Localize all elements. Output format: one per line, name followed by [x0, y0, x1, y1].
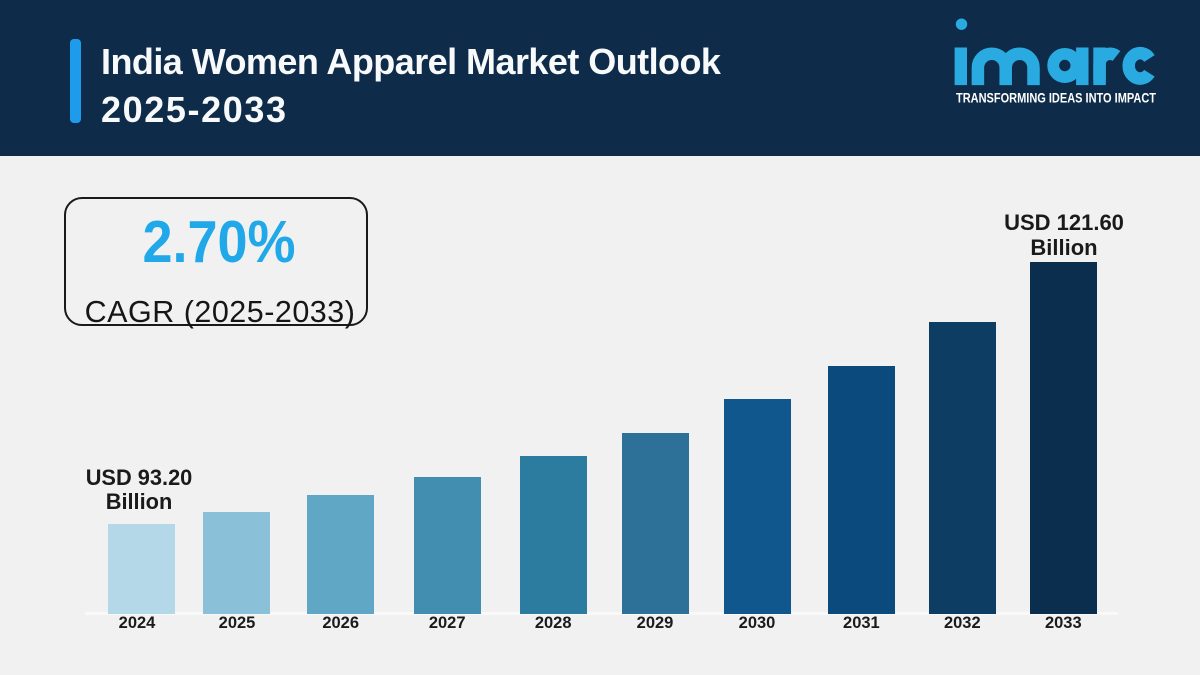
svg-text:TRANSFORMING IDEAS INTO IMPACT: TRANSFORMING IDEAS INTO IMPACT	[956, 90, 1156, 106]
